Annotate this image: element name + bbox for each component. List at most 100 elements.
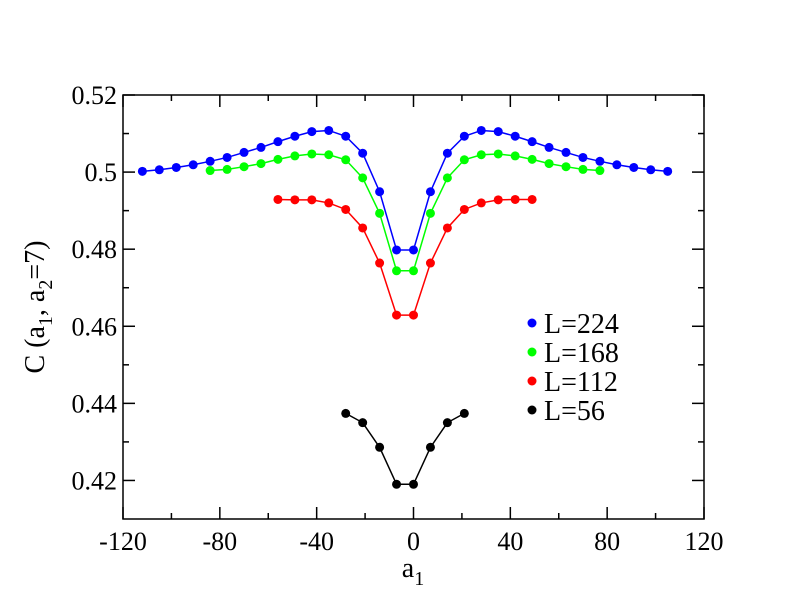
data-point <box>137 166 147 176</box>
data-point <box>493 195 503 205</box>
data-point <box>629 162 639 172</box>
data-point <box>375 208 385 218</box>
data-point <box>578 164 588 174</box>
data-point <box>442 418 452 428</box>
data-point <box>595 166 605 176</box>
data-point <box>239 162 249 172</box>
data-point <box>595 156 605 166</box>
data-point <box>442 148 452 158</box>
series-l-168 <box>205 149 605 276</box>
data-point <box>527 137 537 147</box>
axis-ticks <box>122 94 705 519</box>
data-point <box>476 150 486 160</box>
data-point <box>290 131 300 141</box>
x-tick-label: -80 <box>202 527 237 556</box>
data-point <box>324 125 334 135</box>
tick-labels: -120 -80 -40 0 40 80 120 0.42 0.44 0.46 0.48 0.5 0.5… <box>72 81 724 556</box>
data-point <box>409 245 418 255</box>
data-point <box>510 131 520 141</box>
data-point <box>493 149 503 159</box>
data-point <box>358 418 368 428</box>
data-point <box>425 187 435 197</box>
legend-label: L=224 <box>544 309 619 340</box>
x-tick-label: -40 <box>299 527 334 556</box>
data-point <box>273 194 283 204</box>
data-point <box>392 479 402 489</box>
data-point <box>459 204 469 214</box>
data-point <box>612 160 622 170</box>
y-tick-label: 0.5 <box>85 158 118 187</box>
data-point <box>527 194 537 204</box>
data-point <box>510 151 520 161</box>
series-line <box>210 153 600 272</box>
data-point <box>273 154 283 164</box>
data-point <box>425 208 435 218</box>
legend-label: L=112 <box>544 367 618 398</box>
series-line <box>345 412 465 486</box>
data-point <box>561 147 571 157</box>
data-point <box>239 147 249 157</box>
y-tick-label: 0.46 <box>72 312 118 341</box>
data-point <box>358 148 368 158</box>
data-point <box>392 245 402 255</box>
series-l-112 <box>273 194 537 320</box>
data-point <box>273 137 283 147</box>
data-point <box>425 258 435 268</box>
data-point <box>578 152 588 162</box>
x-tick-label: 40 <box>497 527 523 556</box>
data-point <box>442 173 452 183</box>
data-point <box>459 155 469 165</box>
data-point <box>290 151 300 161</box>
legend-marker <box>527 376 537 386</box>
legend-marker <box>527 347 537 357</box>
data-point <box>341 155 351 165</box>
data-point <box>476 198 486 208</box>
series-l-56 <box>341 408 469 489</box>
data-point <box>375 442 385 452</box>
y-tick-label: 0.48 <box>72 235 118 264</box>
data-point <box>358 173 368 183</box>
data-point <box>324 150 334 160</box>
data-point <box>256 159 266 169</box>
data-point <box>375 187 385 197</box>
data-point <box>222 164 232 174</box>
data-point <box>544 159 554 169</box>
series-l-224 <box>137 125 673 255</box>
data-point <box>188 160 198 170</box>
data-point <box>527 154 537 164</box>
data-point <box>341 131 351 141</box>
data-point <box>154 165 164 175</box>
data-point <box>409 310 418 320</box>
data-point <box>425 442 435 452</box>
data-point <box>459 408 469 418</box>
data-point <box>392 310 402 320</box>
data-point <box>663 166 673 176</box>
data-point <box>493 127 503 137</box>
data-point <box>646 165 656 175</box>
data-point <box>510 194 520 204</box>
x-tick-label: 0 <box>407 527 420 556</box>
data-point <box>442 223 452 233</box>
x-tick-label: 80 <box>594 527 620 556</box>
y-tick-label: 0.52 <box>72 81 118 110</box>
data-point <box>392 266 402 276</box>
data-point <box>341 204 351 214</box>
data-point <box>256 142 266 152</box>
data-point <box>324 198 334 208</box>
data-point <box>375 258 385 268</box>
data-point <box>171 162 181 172</box>
data-point <box>409 479 418 489</box>
data-point <box>205 156 215 166</box>
series-layer <box>137 125 673 489</box>
data-point <box>459 131 469 141</box>
data-point <box>222 152 232 162</box>
data-point <box>561 162 571 172</box>
data-point <box>544 142 554 152</box>
series-line <box>142 129 668 251</box>
x-tick-label: -120 <box>99 527 147 556</box>
data-point <box>307 195 317 205</box>
x-tick-label: 120 <box>685 527 724 556</box>
series-line <box>277 198 533 316</box>
